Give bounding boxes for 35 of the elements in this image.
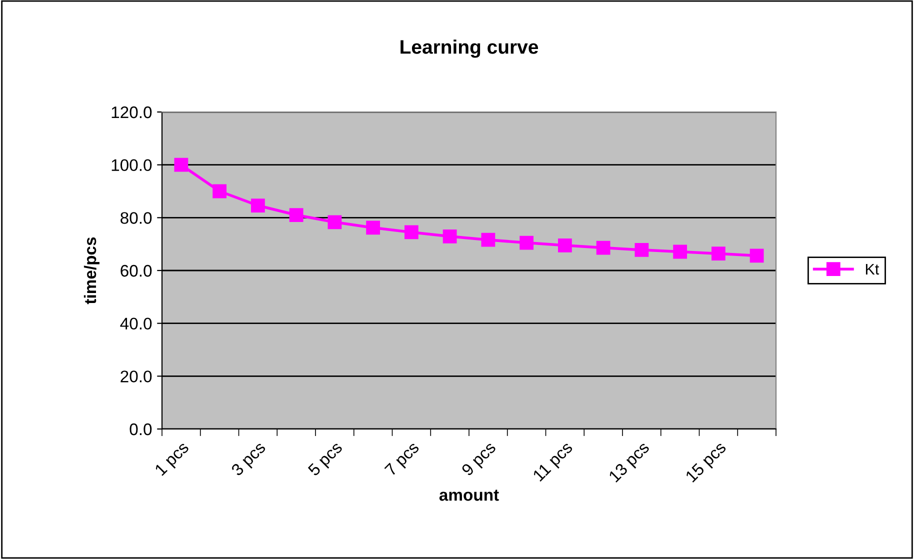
x-tick-label: 9 pcs: [460, 440, 499, 479]
x-tick-label: 15 pcs: [685, 440, 729, 485]
y-tick-label: 20.0: [120, 370, 152, 382]
point: [174, 158, 188, 172]
point: [366, 220, 380, 235]
x-tick-label: 3 pcs: [230, 440, 268, 479]
y-tick-label: 80.0: [120, 212, 152, 224]
x-tick-label: 1 pcs: [154, 440, 192, 478]
y-tick-label: 100.0: [112, 159, 152, 172]
point: [558, 238, 572, 252]
legend-label: Kt: [866, 264, 880, 275]
chart-title: Learning curve: [400, 40, 538, 58]
point: [711, 246, 726, 261]
point: [212, 184, 227, 198]
y-axis-title: time/pcs: [84, 237, 100, 304]
point: [750, 248, 764, 263]
point: [442, 229, 457, 244]
x-tick-label: 5 pcs: [307, 440, 346, 479]
x-tick-label: 13 pcs: [608, 440, 652, 485]
point: [250, 198, 265, 212]
point: [596, 240, 610, 255]
point: [289, 208, 304, 222]
y-tick-label: 0.0: [130, 423, 152, 436]
point: [404, 225, 418, 240]
point: [481, 232, 496, 247]
y-tick-label: 40.0: [120, 318, 152, 330]
x-axis-title: amount: [439, 490, 499, 501]
x-tick-label: 7 pcs: [384, 440, 422, 479]
y-tick-label: 120.0: [112, 106, 152, 118]
point: [520, 236, 534, 250]
point: [673, 244, 688, 259]
y-tick-label: 60.0: [120, 264, 152, 277]
x-tick-label: 11 pcs: [532, 440, 576, 484]
point: [328, 215, 342, 230]
point: [634, 242, 649, 257]
